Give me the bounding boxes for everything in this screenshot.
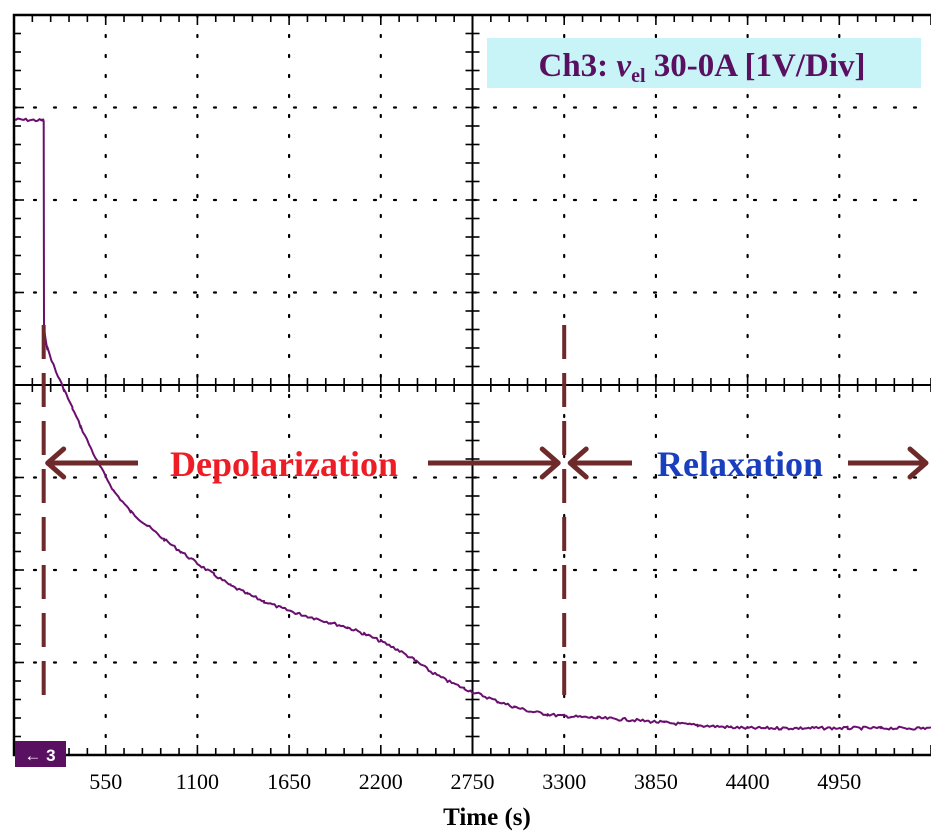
depolarization-arrowhead-left	[45, 446, 67, 480]
x-tick-label: 1100	[176, 769, 219, 794]
channel-suffix: 30-0A [1V/Div]	[646, 48, 866, 84]
ground-marker-box	[15, 741, 66, 767]
x-tick-label: 4400	[726, 769, 770, 794]
x-tick-label: 2200	[359, 769, 403, 794]
ground-marker-label: ← 3	[24, 746, 55, 765]
channel-label-text: Ch3: vel 30-0A [1V/Div]	[538, 48, 865, 87]
x-axis-title: Time (s)	[443, 804, 531, 831]
waveform-line	[13, 117, 931, 731]
ground-marker: ← 3	[15, 741, 66, 767]
channel-label: Ch3: vel 30-0A [1V/Div]	[487, 38, 921, 88]
depolarization-arrowhead-right	[539, 446, 561, 480]
phase-markers: Depolarization Relaxation	[41, 325, 929, 700]
relaxation-arrowhead-left	[567, 446, 589, 480]
relaxation-label: Relaxation	[657, 444, 823, 484]
channel-label-background	[487, 38, 921, 88]
channel-symbol: v	[616, 48, 631, 84]
grid	[12, 13, 931, 757]
x-tick-label: 4950	[817, 769, 861, 794]
channel-subscript: el	[631, 65, 646, 87]
x-tick-label: 3300	[542, 769, 586, 794]
depolarization-label: Depolarization	[170, 444, 398, 484]
waveform-trace	[13, 117, 931, 731]
relaxation-arrowhead-right	[907, 446, 929, 480]
x-tick-labels: 550 1100 1650 2200 2750 3300 3850 4400 4950	[89, 769, 861, 794]
channel-prefix: Ch3:	[538, 48, 616, 84]
plot-border	[12, 13, 931, 757]
x-tick-label: 550	[89, 769, 122, 794]
x-tick-label: 3850	[634, 769, 678, 794]
x-tick-label: 2750	[451, 769, 495, 794]
x-tick-label: 1650	[267, 769, 311, 794]
plot-frame	[12, 13, 931, 757]
